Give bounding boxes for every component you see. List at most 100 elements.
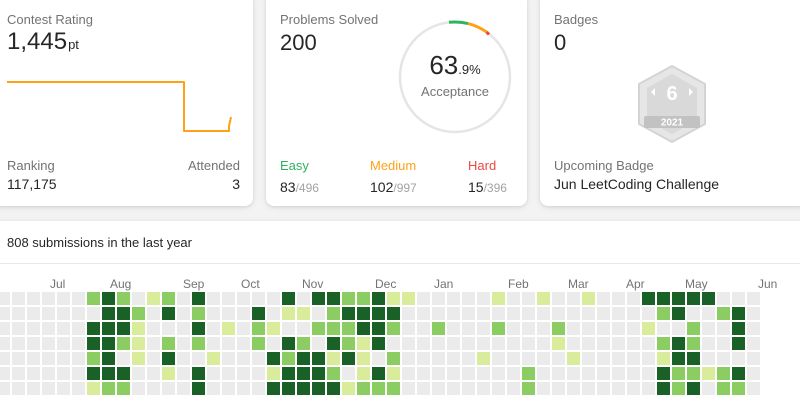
heatmap-cell[interactable] [432,337,445,350]
heatmap-cell[interactable] [447,322,460,335]
heatmap-cell[interactable] [702,352,715,365]
heatmap-cell[interactable] [12,337,25,350]
heatmap-cell[interactable] [462,307,475,320]
heatmap-cell[interactable] [297,367,310,380]
heatmap-cell[interactable] [387,382,400,395]
heatmap-cell[interactable] [582,337,595,350]
heatmap-cell[interactable] [732,367,745,380]
heatmap-cell[interactable] [0,337,10,350]
heatmap-cell[interactable] [117,352,130,365]
heatmap-cell[interactable] [642,292,655,305]
heatmap-cell[interactable] [627,307,640,320]
heatmap-cell[interactable] [282,337,295,350]
heatmap-cell[interactable] [432,382,445,395]
heatmap-cell[interactable] [12,292,25,305]
heatmap-cell[interactable] [237,322,250,335]
heatmap-cell[interactable] [162,367,175,380]
heatmap-cell[interactable] [87,337,100,350]
heatmap-cell[interactable] [342,367,355,380]
heatmap-cell[interactable] [267,292,280,305]
heatmap-cell[interactable] [252,337,265,350]
heatmap-cell[interactable] [492,382,505,395]
heatmap-cell[interactable] [732,292,745,305]
heatmap-cell[interactable] [357,367,370,380]
heatmap-cell[interactable] [132,382,145,395]
heatmap-cell[interactable] [117,322,130,335]
heatmap-cell[interactable] [417,367,430,380]
heatmap-cell[interactable] [177,322,190,335]
heatmap-cell[interactable] [357,337,370,350]
heatmap-cell[interactable] [702,322,715,335]
heatmap-cell[interactable] [612,337,625,350]
heatmap-cell[interactable] [462,352,475,365]
heatmap-cell[interactable] [72,352,85,365]
heatmap-cell[interactable] [687,352,700,365]
heatmap-cell[interactable] [642,337,655,350]
heatmap-cell[interactable] [522,292,535,305]
heatmap-cell[interactable] [297,322,310,335]
heatmap-cell[interactable] [192,292,205,305]
heatmap-cell[interactable] [207,367,220,380]
heatmap-cell[interactable] [177,382,190,395]
rating-history-chart[interactable] [7,72,239,142]
heatmap-cell[interactable] [252,352,265,365]
heatmap-cell[interactable] [327,307,340,320]
heatmap-cell[interactable] [297,307,310,320]
heatmap-cell[interactable] [147,307,160,320]
heatmap-cell[interactable] [447,292,460,305]
heatmap-cell[interactable] [0,367,10,380]
heatmap-cell[interactable] [672,352,685,365]
heatmap-cell[interactable] [192,367,205,380]
heatmap-cell[interactable] [522,337,535,350]
heatmap-cell[interactable] [252,367,265,380]
heatmap-cell[interactable] [642,307,655,320]
heatmap-cell[interactable] [462,367,475,380]
heatmap-cell[interactable] [732,382,745,395]
heatmap-cell[interactable] [147,352,160,365]
heatmap-cell[interactable] [222,367,235,380]
heatmap-cell[interactable] [0,382,10,395]
heatmap-cell[interactable] [87,322,100,335]
heatmap-cell[interactable] [507,367,520,380]
heatmap-cell[interactable] [387,352,400,365]
heatmap-cell[interactable] [102,322,115,335]
heatmap-cell[interactable] [597,367,610,380]
heatmap-cell[interactable] [627,382,640,395]
heatmap-cell[interactable] [327,292,340,305]
heatmap-cell[interactable] [267,382,280,395]
heatmap-cell[interactable] [522,352,535,365]
heatmap-cell[interactable] [597,337,610,350]
heatmap-cell[interactable] [252,382,265,395]
heatmap-cell[interactable] [357,322,370,335]
heatmap-cell[interactable] [207,352,220,365]
heatmap-cell[interactable] [612,352,625,365]
heatmap-cell[interactable] [447,382,460,395]
heatmap-cell[interactable] [342,352,355,365]
heatmap-cell[interactable] [642,382,655,395]
heatmap-cell[interactable] [492,367,505,380]
heatmap-cell[interactable] [627,337,640,350]
heatmap-cell[interactable] [147,322,160,335]
heatmap-cell[interactable] [657,307,670,320]
heatmap-cell[interactable] [567,292,580,305]
heatmap-cell[interactable] [657,322,670,335]
heatmap-cell[interactable] [732,322,745,335]
heatmap-cell[interactable] [672,292,685,305]
heatmap-cell[interactable] [672,322,685,335]
heatmap-cell[interactable] [207,307,220,320]
heatmap-cell[interactable] [702,367,715,380]
heatmap-cell[interactable] [492,322,505,335]
heatmap-cell[interactable] [477,292,490,305]
heatmap-cell[interactable] [372,322,385,335]
heatmap-cell[interactable] [372,337,385,350]
heatmap-cell[interactable] [12,307,25,320]
heatmap-cell[interactable] [432,352,445,365]
heatmap-cell[interactable] [72,292,85,305]
heatmap-cell[interactable] [717,322,730,335]
heatmap-cell[interactable] [717,367,730,380]
heatmap-cell[interactable] [627,292,640,305]
heatmap-cell[interactable] [147,337,160,350]
heatmap-cell[interactable] [12,322,25,335]
heatmap-cell[interactable] [597,382,610,395]
heatmap-cell[interactable] [42,382,55,395]
